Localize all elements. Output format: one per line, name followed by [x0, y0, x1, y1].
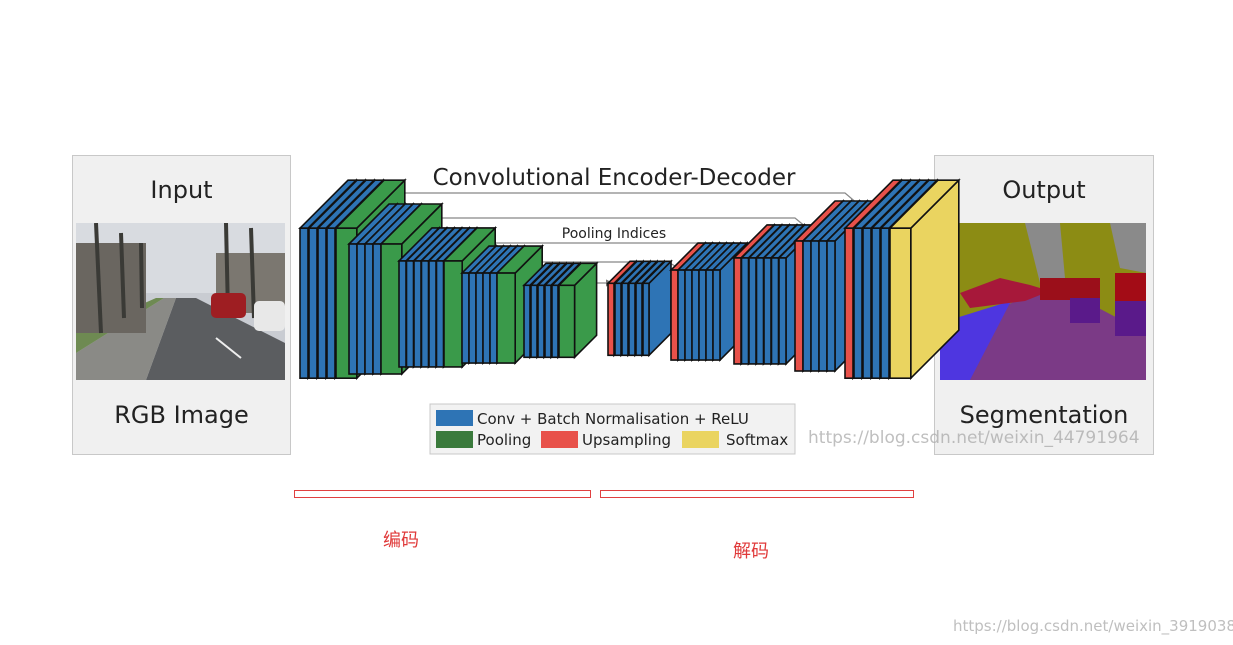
layer-slab-front — [348, 243, 358, 375]
layer-slab-front — [489, 272, 498, 364]
page-watermark: https://blog.csdn.net/weixin_39190382 — [953, 617, 1233, 635]
layer-slab-front — [818, 240, 828, 372]
layer-slab-front — [299, 227, 309, 379]
layer-slab-front — [317, 227, 327, 379]
layer-slab-front — [862, 227, 872, 379]
layer-slab-front — [871, 227, 881, 379]
legend-pool-swatch — [436, 431, 473, 448]
layer-slab-front — [468, 272, 477, 364]
layer-slab-front — [308, 227, 318, 379]
input-title: Input — [150, 176, 213, 204]
layer-slab-front — [628, 282, 636, 357]
layer-slab-front — [530, 284, 538, 359]
layer-slab-front — [733, 257, 742, 365]
layer-slab-front — [853, 227, 863, 379]
layer-slab-front — [398, 260, 407, 368]
layer-slab-front — [558, 284, 576, 359]
layer-slab-front — [420, 260, 430, 368]
legend-conv-label: Conv + Batch Normalisation + ReLU — [477, 410, 749, 428]
layer-slab-front — [621, 282, 629, 357]
layer-slab-front — [770, 257, 780, 365]
layer-slab-front — [778, 257, 787, 365]
layer-slab-front — [551, 284, 559, 359]
image-watermark: https://blog.csdn.net/weixin_44791964 — [808, 428, 1140, 448]
layer-slab-front — [642, 282, 650, 357]
layer-slab-front — [405, 260, 415, 368]
layer-slab-front — [482, 272, 491, 364]
layer-slab-front — [356, 243, 366, 375]
layer-slab-front — [844, 227, 854, 379]
diagram-title: Convolutional Encoder-Decoder — [433, 165, 796, 191]
layer-slab-front — [670, 269, 679, 361]
layer-slab-front — [755, 257, 765, 365]
layer-slab-front — [435, 260, 445, 368]
legend-pool-label: Pooling — [477, 431, 531, 449]
pooling-indices-label: Pooling Indices — [562, 226, 666, 242]
layer-slab-front — [364, 243, 374, 375]
segmentation-map-image — [940, 223, 1146, 380]
legend-softmax-label: Softmax — [726, 431, 788, 449]
layer-slab-front — [523, 284, 531, 359]
layer-slab-front — [326, 227, 336, 379]
layer-slab-front — [740, 257, 750, 365]
layer-slab-front — [372, 243, 382, 375]
layer-slab-front — [684, 269, 693, 361]
input-caption: RGB Image — [114, 401, 249, 429]
layer-slab-front — [698, 269, 707, 361]
legend-upsample-label: Upsampling — [582, 431, 671, 449]
layer-slab-front — [635, 282, 643, 357]
layer-slab-front — [614, 282, 622, 357]
legend-conv-swatch — [436, 410, 473, 426]
encoder-label: 编码 — [383, 530, 419, 551]
layer-slab-front — [607, 282, 615, 357]
input-panel: Input RGB Image — [72, 155, 291, 455]
layer-slab-front — [705, 269, 714, 361]
output-caption: Segmentation — [959, 401, 1129, 429]
layer-slab-front — [428, 260, 437, 368]
legend-upsample-swatch — [541, 431, 578, 448]
layer-slab-front — [475, 272, 484, 364]
layer-slab-front — [763, 257, 772, 365]
layer-slab-front — [544, 284, 552, 359]
encoder-bracket — [294, 490, 591, 498]
layer-slab-front — [496, 272, 517, 364]
layer-slab-front — [826, 240, 836, 372]
layer-slab-front — [748, 257, 757, 365]
network-layers — [298, 178, 961, 381]
layer-slab-front — [677, 269, 686, 361]
layer-slab-front — [712, 269, 721, 361]
output-title: Output — [1002, 176, 1086, 204]
layer-slab-front — [889, 227, 912, 379]
layer-slab-front — [691, 269, 700, 361]
road-scene-image — [76, 223, 285, 380]
decoder-label: 解码 — [733, 541, 769, 562]
decoder-bracket — [600, 490, 914, 498]
legend: Conv + Batch Normalisation + ReLU Poolin… — [429, 403, 796, 455]
layer-slab-front — [443, 260, 464, 368]
legend-box — [429, 403, 796, 455]
legend-softmax-swatch — [682, 431, 719, 448]
layer-slab-front — [537, 284, 545, 359]
layer-slab-front — [802, 240, 812, 372]
output-panel: Output Segmentation — [934, 155, 1154, 455]
layer-slab-front — [461, 272, 470, 364]
layer-slab-front — [880, 227, 890, 379]
layer-slab-front — [810, 240, 820, 372]
layer-slab-front — [413, 260, 422, 368]
layer-slab-front — [794, 240, 804, 372]
